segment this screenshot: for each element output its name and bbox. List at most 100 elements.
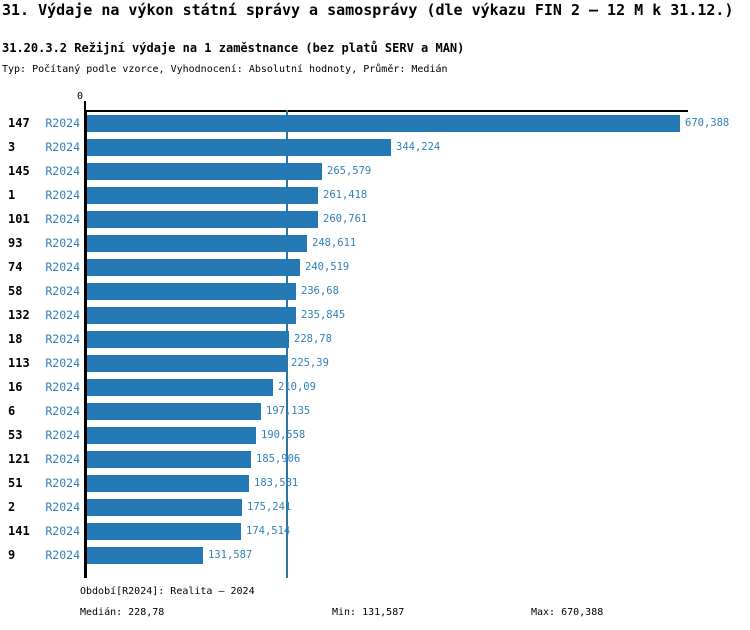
bar-value-label: 670,388 — [685, 117, 730, 129]
bar-row: 132 R2024 235,845 — [0, 307, 750, 324]
bar-value-label: 185,906 — [256, 453, 301, 465]
bar-row: 141 R2024 174,514 — [0, 523, 750, 540]
bar-row: 18 R2024 228,78 — [0, 331, 750, 348]
page-title: 31. Výdaje na výkon státní správy a samo… — [2, 1, 734, 19]
row-series-label: R2024 — [45, 380, 80, 394]
bar-row: 113 R2024 225,39 — [0, 355, 750, 372]
row-category-label: 113 — [8, 356, 30, 370]
row-category-label: 93 — [8, 236, 23, 250]
row-series-label: R2024 — [45, 332, 80, 346]
bar-row: 1 R2024 261,418 — [0, 187, 750, 204]
bar-row: 9 R2024 131,587 — [0, 547, 750, 564]
bar — [87, 499, 242, 516]
bar-row: 16 R2024 210,09 — [0, 379, 750, 396]
row-series-label: R2024 — [45, 284, 80, 298]
row-category-label: 147 — [8, 116, 30, 130]
row-series-label: R2024 — [45, 308, 80, 322]
x-axis-line — [84, 110, 688, 112]
row-category-label: 132 — [8, 308, 30, 322]
bar-value-label: 183,581 — [254, 477, 299, 489]
bar-row: 147 R2024 670,388 — [0, 115, 750, 132]
bar-row: 74 R2024 240,519 — [0, 259, 750, 276]
row-category-label: 101 — [8, 212, 30, 226]
y-axis-line — [84, 110, 87, 578]
bar — [87, 547, 203, 564]
bar-row: 53 R2024 190,558 — [0, 427, 750, 444]
bar — [87, 331, 289, 348]
row-series-label: R2024 — [45, 236, 80, 250]
row-category-label: 141 — [8, 524, 30, 538]
row-series-label: R2024 — [45, 212, 80, 226]
row-series-label: R2024 — [45, 260, 80, 274]
row-series-label: R2024 — [45, 524, 80, 538]
row-series-label: R2024 — [45, 188, 80, 202]
row-series-label: R2024 — [45, 116, 80, 130]
bar-value-label: 131,587 — [208, 549, 253, 561]
row-series-label: R2024 — [45, 476, 80, 490]
bar-value-label: 265,579 — [327, 165, 372, 177]
bar — [87, 235, 307, 252]
bar — [87, 451, 251, 468]
bar — [87, 115, 680, 132]
row-series-label: R2024 — [45, 500, 80, 514]
bar-value-label: 261,418 — [323, 189, 368, 201]
max-stat: Max: 670,388 — [531, 607, 604, 618]
row-category-label: 16 — [8, 380, 23, 394]
row-category-label: 53 — [8, 428, 23, 442]
bar — [87, 211, 318, 228]
bar — [87, 355, 286, 372]
row-category-label: 51 — [8, 476, 23, 490]
bar-value-label: 175,241 — [247, 501, 292, 513]
x-axis-zero-tick-mark — [84, 101, 86, 114]
row-series-label: R2024 — [45, 164, 80, 178]
bar-row: 6 R2024 197,135 — [0, 403, 750, 420]
row-series-label: R2024 — [45, 452, 80, 466]
bar — [87, 187, 318, 204]
row-series-label: R2024 — [45, 428, 80, 442]
row-series-label: R2024 — [45, 140, 80, 154]
bar-row: 121 R2024 185,906 — [0, 451, 750, 468]
bar-row: 51 R2024 183,581 — [0, 475, 750, 492]
bar-value-label: 344,224 — [396, 141, 441, 153]
row-category-label: 9 — [8, 548, 16, 562]
bar-row: 2 R2024 175,241 — [0, 499, 750, 516]
bar-value-label: 240,519 — [305, 261, 350, 273]
row-category-label: 3 — [8, 140, 16, 154]
row-category-label: 6 — [8, 404, 16, 418]
bar-row: 3 R2024 344,224 — [0, 139, 750, 156]
bar-value-label: 190,558 — [261, 429, 306, 441]
row-category-label: 121 — [8, 452, 30, 466]
bar-value-label: 197,135 — [266, 405, 311, 417]
bar-value-label: 260,761 — [323, 213, 368, 225]
row-category-label: 74 — [8, 260, 23, 274]
bar — [87, 283, 296, 300]
min-stat: Min: 131,587 — [332, 607, 405, 618]
bar-value-label: 235,845 — [301, 309, 346, 321]
bar — [87, 403, 261, 420]
row-series-label: R2024 — [45, 404, 80, 418]
bar-row: 58 R2024 236,68 — [0, 283, 750, 300]
row-category-label: 18 — [8, 332, 23, 346]
bar-value-label: 225,39 — [291, 357, 329, 369]
bar-row: 101 R2024 260,761 — [0, 211, 750, 228]
bar — [87, 139, 391, 156]
row-series-label: R2024 — [45, 548, 80, 562]
chart-subtitle: 31.20.3.2 Režijní výdaje na 1 zaměstnanc… — [2, 41, 465, 55]
row-category-label: 1 — [8, 188, 16, 202]
row-category-label: 58 — [8, 284, 23, 298]
row-category-label: 145 — [8, 164, 30, 178]
bar-value-label: 174,514 — [246, 525, 291, 537]
bar — [87, 379, 273, 396]
x-axis-zero-tick-label: 0 — [76, 91, 84, 102]
period-legend: Období[R2024]: Realita – 2024 — [80, 586, 255, 597]
bar — [87, 523, 241, 540]
bar-row: 93 R2024 248,611 — [0, 235, 750, 252]
bar — [87, 307, 296, 324]
median-stat: Medián: 228,78 — [80, 607, 165, 618]
bar-value-label: 236,68 — [301, 285, 339, 297]
bar — [87, 475, 249, 492]
bar-value-label: 228,78 — [294, 333, 332, 345]
row-category-label: 2 — [8, 500, 16, 514]
